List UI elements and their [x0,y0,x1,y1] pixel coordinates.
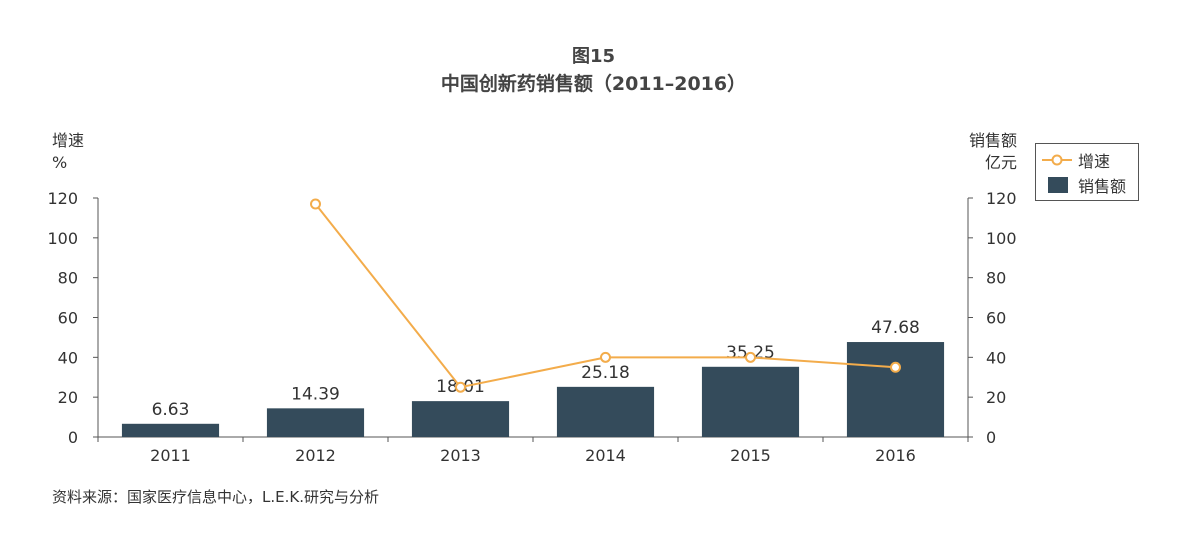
right-tick-label: 120 [986,189,1017,208]
growth-point [455,381,466,393]
x-tick-label: 2016 [875,446,916,465]
source-note: 资料来源：国家医疗信息中心，L.E.K.研究与分析 [52,488,379,506]
right-axis-label-line1: 销售额 [968,131,1017,150]
left-tick-label: 40 [58,348,78,367]
bar-sales [411,401,510,437]
chart-title-block: 图15 中国创新药销售额（2011–2016） [0,44,1187,98]
growth-point [890,361,901,373]
legend-line-swatch [1042,154,1072,166]
left-tick-label: 100 [47,229,78,248]
right-tick-label: 40 [986,348,1006,367]
left-axis-label-line1: 增速 [52,131,85,150]
bar-sales [266,408,365,437]
bar-value-label: 25.18 [581,363,630,383]
bar-value-label: 6.63 [152,400,190,420]
left-tick-label: 20 [58,388,78,407]
left-axis-label: 增速 % [52,130,84,174]
x-tick-label: 2013 [440,446,481,465]
right-tick-label: 100 [986,229,1017,248]
left-tick-label: 0 [68,428,78,447]
right-tick-label: 60 [986,309,1006,328]
right-tick-label: 20 [986,388,1006,407]
bar-value-label: 14.39 [291,384,340,404]
growth-point [310,198,321,210]
bar-sales [121,423,220,437]
figure-label: 图15 [571,46,616,67]
right-axis-label-line2: 亿元 [984,153,1017,172]
legend-item-growth: 增速 [1042,149,1110,171]
chart-title: 中国创新药销售额（2011–2016） [440,73,747,95]
right-tick-label: 0 [986,428,996,447]
legend-bar-swatch [1048,177,1068,193]
legend-label-growth: 增速 [1078,152,1111,171]
x-tick-label: 2015 [730,446,771,465]
bar-value-label: 47.68 [871,318,920,338]
x-tick-label: 2014 [585,446,626,465]
x-tick-label: 2012 [295,446,336,465]
growth-point [745,351,756,363]
growth-point [600,351,611,363]
left-tick-label: 60 [58,309,78,328]
left-tick-label: 80 [58,269,78,288]
left-tick-label: 120 [47,189,78,208]
legend: 增速 销售额 [1035,143,1139,201]
right-tick-label: 80 [986,269,1006,288]
right-axis-label: 销售额 亿元 [964,130,1017,174]
x-tick-label: 2011 [150,446,191,465]
bar-sales [556,386,655,437]
legend-label-sales: 销售额 [1078,177,1127,196]
legend-item-sales: 销售额 [1042,174,1126,196]
left-axis-label-line2: % [52,153,68,172]
bar-sales [846,342,945,437]
bar-sales [701,366,800,437]
